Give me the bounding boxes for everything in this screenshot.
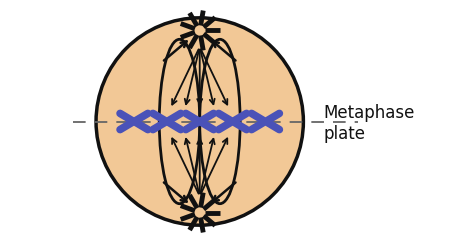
- Text: plate: plate: [324, 125, 365, 143]
- Circle shape: [96, 18, 303, 225]
- Text: Metaphase: Metaphase: [324, 104, 415, 122]
